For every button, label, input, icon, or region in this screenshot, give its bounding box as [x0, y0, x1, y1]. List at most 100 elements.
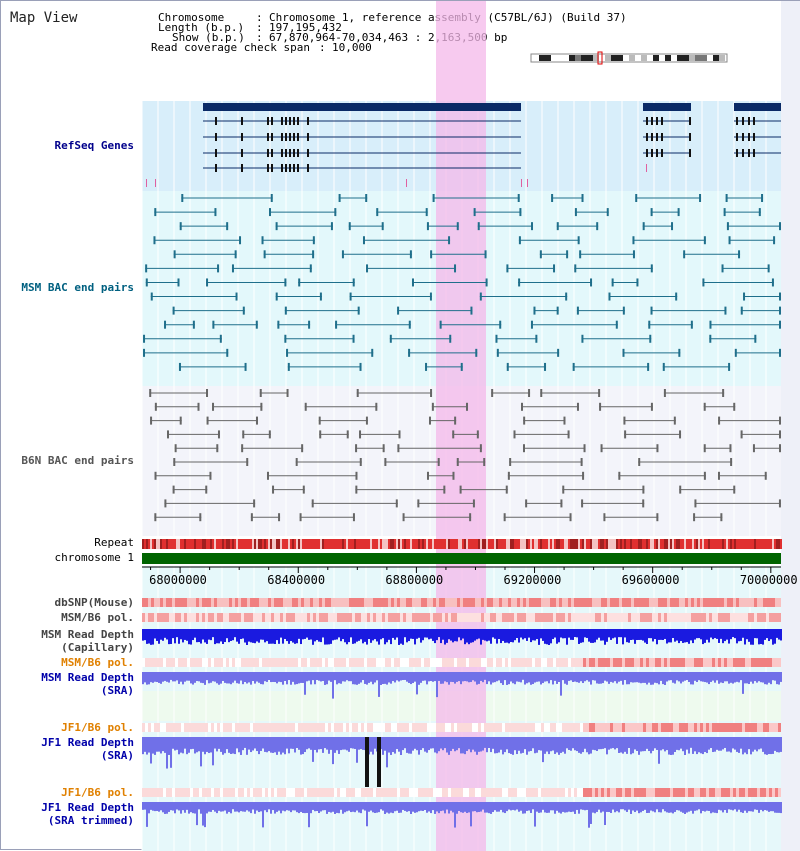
depth-bar	[708, 672, 710, 685]
capillary-depth-bar	[756, 629, 758, 639]
capillary-depth-bar	[546, 629, 548, 645]
msm-sra-pol-strip	[238, 658, 241, 667]
depth-bar	[482, 737, 484, 751]
jf1-sra-pol-strip	[391, 723, 394, 732]
jf1-trim-pol-strip	[313, 788, 316, 797]
jf1-sra-pol-strip	[694, 723, 697, 732]
msm-bac-end	[234, 250, 237, 259]
msm-b6-pol-strip	[427, 613, 430, 622]
msm-bac-end	[145, 264, 148, 273]
repeat-mark	[296, 539, 298, 549]
msm-sra-pol-strip	[601, 658, 604, 667]
b6n-bac-end	[452, 430, 455, 439]
msm-b6-pol-strip	[346, 613, 349, 622]
jf1-sra-pol-strip	[190, 723, 193, 732]
capillary-depth-bar	[618, 629, 620, 638]
repeat-mark	[294, 539, 296, 549]
dbsnp-strip	[388, 598, 391, 607]
jf1-trim-pol-strip	[370, 788, 373, 797]
msm-sra-pol-strip	[541, 658, 544, 667]
capillary-depth-bar	[548, 629, 550, 645]
repeat-mark	[254, 539, 256, 549]
depth-bar	[722, 737, 724, 750]
repeat-mark	[538, 539, 540, 549]
jf1-trim-pol-strip	[175, 788, 178, 797]
msm-b6-pol-strip	[640, 613, 643, 622]
jf1-sra-pol-strip	[502, 723, 505, 732]
msm-sra-pol-strip	[535, 658, 538, 667]
depth-bar	[206, 672, 208, 681]
msm-b6-pol-strip	[622, 613, 625, 622]
repeat-mark	[464, 539, 466, 549]
capillary-depth-bar	[532, 629, 534, 641]
dbsnp-strip	[340, 598, 343, 607]
msm-sra-pol-strip	[688, 658, 691, 667]
jf1-sra-pol-strip	[451, 723, 454, 732]
msm-b6-pol-strip	[706, 613, 709, 622]
depth-bar	[386, 802, 388, 813]
jf1-trim-pol-strip	[349, 788, 352, 797]
dbsnp-strip	[466, 598, 469, 607]
repeat-mark	[580, 539, 582, 549]
dbsnp-strip	[145, 598, 148, 607]
capillary-depth-bar	[538, 629, 540, 645]
depth-bar	[518, 802, 520, 812]
capillary-depth-bar	[620, 629, 622, 638]
capillary-depth-bar	[446, 629, 448, 643]
ideogram-band	[617, 55, 623, 61]
capillary-depth-bar	[326, 629, 328, 645]
jf1-sra-pol-strip	[247, 723, 250, 732]
msm-b6-pol-strip	[178, 613, 181, 622]
depth-bar	[256, 672, 258, 682]
msm-bac-end	[381, 222, 384, 231]
repeat-mark	[482, 539, 484, 549]
jf1-sra-pol-strip	[292, 723, 295, 732]
depth-bar	[320, 802, 322, 812]
capillary-depth-bar	[398, 629, 400, 645]
depth-bar	[202, 802, 204, 826]
depth-bar	[242, 672, 244, 685]
jf1-trim-pol-strip	[700, 788, 703, 797]
depth-bar	[352, 737, 354, 749]
jf1-sra-pol-strip	[487, 723, 490, 732]
depth-bar	[406, 672, 408, 682]
repeat-mark	[432, 539, 434, 549]
msm-sra-pol-strip	[739, 658, 742, 667]
msm-b6-pol-strip	[637, 613, 640, 622]
depth-bar	[538, 672, 540, 682]
capillary-depth-bar	[246, 629, 248, 645]
b6n-bac-end	[729, 444, 732, 453]
depth-bar	[380, 672, 382, 685]
show-label: Show (b.p.)	[172, 31, 245, 44]
jf1-sra-pol-strip	[532, 723, 535, 732]
msm-sra-pol-strip	[673, 658, 676, 667]
jf1-sra-pol-strip	[262, 723, 265, 732]
msm-b6-pol-strip	[628, 613, 631, 622]
msm-sra-pol-strip	[400, 658, 403, 667]
msm-sra-pol-strip	[652, 658, 655, 667]
msm-bac-end	[357, 306, 360, 315]
msm-b6-pol-strip	[409, 613, 412, 622]
capillary-depth-bar	[280, 629, 282, 638]
depth-bar	[426, 672, 428, 685]
dbsnp-strip	[592, 598, 595, 607]
depth-bar	[546, 672, 548, 682]
msm-sra-pol-strip	[349, 658, 352, 667]
msm-b6-pol-strip	[520, 613, 523, 622]
msm-b6-pol-strip	[730, 613, 733, 622]
depth-bar	[640, 802, 642, 813]
capillary-depth-bar	[746, 629, 748, 640]
gene-exon	[656, 117, 658, 125]
depth-bar	[546, 802, 548, 813]
depth-bar	[368, 802, 370, 812]
depth-bar	[254, 802, 256, 814]
depth-bar	[514, 737, 516, 751]
jf1-trim-pol-strip	[604, 788, 607, 797]
repeat-mark	[638, 539, 640, 549]
msm-b6-pol-strip	[292, 613, 295, 622]
b6n-bac-end	[428, 416, 431, 425]
depth-bar	[226, 802, 228, 814]
dbsnp-strip	[256, 598, 259, 607]
depth-bar	[214, 672, 216, 682]
